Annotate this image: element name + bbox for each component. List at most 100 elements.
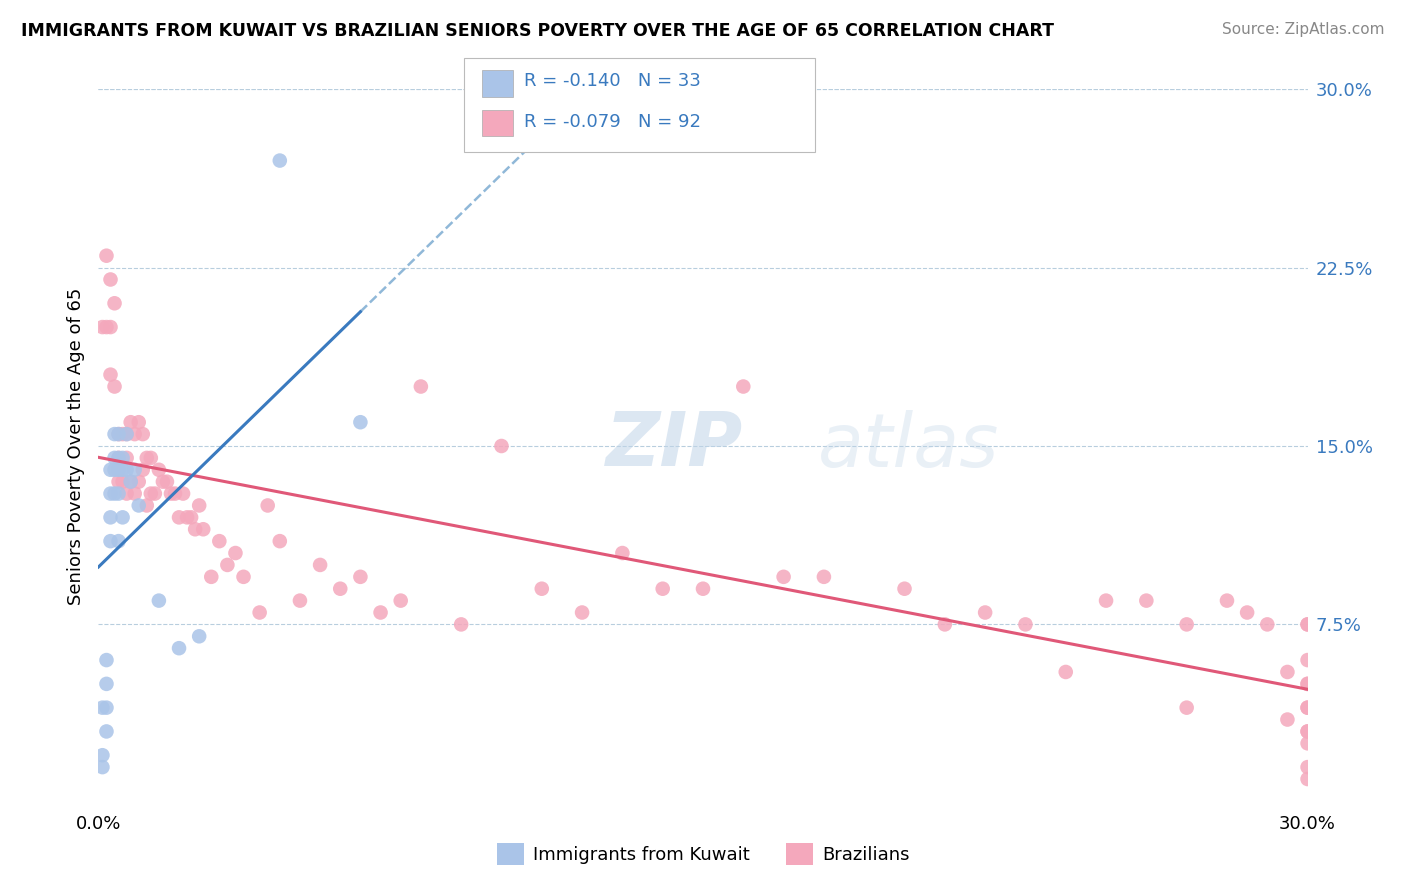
Text: ZIP: ZIP [606,409,744,483]
Point [167,641,190,656]
Point [733,379,755,393]
Point [91,320,114,334]
Point [143,486,166,500]
Point [96,677,118,691]
Point [91,760,114,774]
Point [974,606,997,620]
Point [107,450,129,465]
Point [148,593,170,607]
Point [132,427,155,442]
Point [107,427,129,442]
Point [124,427,146,442]
Point [288,593,311,607]
Point [184,522,207,536]
Point [96,653,118,667]
Point [370,606,392,620]
Point [1296,677,1319,691]
Point [128,499,150,513]
Point [1277,713,1299,727]
Point [96,700,118,714]
Point [1296,700,1319,714]
Point [107,427,129,442]
Legend: Immigrants from Kuwait, Brazilians: Immigrants from Kuwait, Brazilians [489,836,917,872]
Point [103,296,125,310]
Point [100,320,122,334]
Point [91,700,114,714]
Point [232,570,254,584]
Point [103,450,125,465]
Point [152,475,174,489]
Point [217,558,239,572]
Point [269,534,291,549]
Point [934,617,956,632]
Point [103,379,125,393]
Point [135,450,157,465]
Point [103,427,125,442]
Point [115,463,138,477]
Point [1296,760,1319,774]
Point [115,427,138,442]
Point [120,475,142,489]
Point [329,582,352,596]
Point [450,617,472,632]
Point [111,427,134,442]
Point [111,510,134,524]
Point [120,415,142,429]
Point [115,427,138,442]
Point [107,486,129,500]
Point [111,463,134,477]
Point [111,450,134,465]
Point [1296,700,1319,714]
Point [107,534,129,549]
Point [1296,617,1319,632]
Point [249,606,271,620]
Point [1054,665,1077,679]
Point [180,510,202,524]
Point [1236,606,1258,620]
Point [124,463,146,477]
Point [167,510,190,524]
Point [1277,665,1299,679]
Point [103,463,125,477]
Point [91,748,114,763]
Point [1256,617,1278,632]
Point [172,486,194,500]
Point [1296,772,1319,786]
Point [96,320,118,334]
Point [193,522,215,536]
Point [96,724,118,739]
Point [156,475,179,489]
Point [409,379,432,393]
Text: atlas: atlas [818,410,1000,482]
Point [120,475,142,489]
Point [100,510,122,524]
Point [389,593,412,607]
Point [1175,617,1198,632]
Text: IMMIGRANTS FROM KUWAIT VS BRAZILIAN SENIORS POVERTY OVER THE AGE OF 65 CORRELATI: IMMIGRANTS FROM KUWAIT VS BRAZILIAN SENI… [21,22,1054,40]
Point [1095,593,1118,607]
Point [692,582,714,596]
Point [103,486,125,500]
Point [208,534,231,549]
Point [128,475,150,489]
Point [135,499,157,513]
Point [107,475,129,489]
Point [491,439,513,453]
Y-axis label: Seniors Poverty Over the Age of 65: Seniors Poverty Over the Age of 65 [66,287,84,605]
Point [188,629,211,643]
Point [1014,617,1036,632]
Point [115,486,138,500]
Point [96,249,118,263]
Point [1216,593,1239,607]
Point [1296,653,1319,667]
Point [772,570,794,584]
Point [128,415,150,429]
Point [163,486,186,500]
Text: R = -0.079   N = 92: R = -0.079 N = 92 [524,113,702,131]
Point [100,272,122,286]
Text: R = -0.140   N = 33: R = -0.140 N = 33 [524,72,702,90]
Point [111,475,134,489]
Point [132,463,155,477]
Point [1135,593,1157,607]
Point [256,499,278,513]
